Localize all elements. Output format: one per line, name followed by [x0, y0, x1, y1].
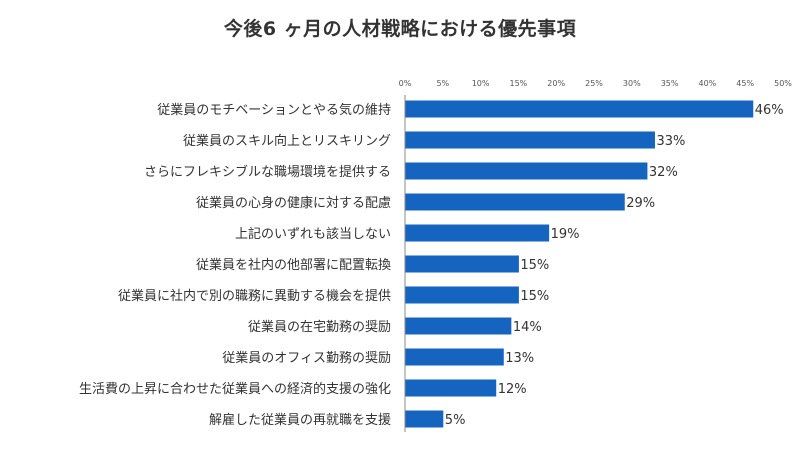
category-label: 従業員を社内の他部署に配置転換 [196, 257, 391, 273]
x-tick-label: 25% [585, 79, 603, 88]
bar [405, 162, 648, 180]
data-label: 29% [626, 196, 655, 211]
category-label: 解雇した従業員の再就職を支援 [209, 412, 391, 428]
category-label: 上記のいずれも該当しない [235, 226, 391, 242]
bar [405, 410, 444, 428]
data-label: 33% [656, 134, 685, 149]
x-tick-label: 40% [699, 79, 717, 88]
data-label: 46% [755, 103, 784, 118]
chart-title: 今後6 ヶ月の人材戦略における優先事項 [223, 18, 577, 40]
data-label: 19% [551, 227, 580, 242]
data-label: 15% [520, 258, 549, 273]
x-tick-label: 15% [510, 79, 528, 88]
data-label: 14% [513, 320, 542, 335]
bar [405, 348, 504, 366]
bar [405, 224, 550, 242]
bar [405, 100, 754, 118]
category-label: 従業員のスキル向上とリスキリング [183, 133, 391, 149]
bar [405, 379, 497, 397]
data-label: 12% [498, 382, 527, 397]
data-label: 13% [505, 351, 534, 366]
bar [405, 131, 655, 149]
x-tick-label: 45% [736, 79, 754, 88]
x-tick-label: 0% [399, 79, 412, 88]
category-label: 従業員に社内で別の職務に異動する機会を提供 [118, 288, 391, 304]
category-label: 従業員のオフィス勤務の奨励 [222, 350, 391, 366]
bar [405, 317, 512, 335]
category-label: 従業員の在宅勤務の奨励 [248, 319, 391, 335]
data-label: 5% [445, 413, 466, 428]
x-tick-label: 50% [774, 79, 792, 88]
bar [405, 193, 625, 211]
bar [405, 255, 519, 273]
data-label: 15% [520, 289, 549, 304]
category-label: さらにフレキシブルな職場環境を提供する [144, 164, 391, 180]
x-tick-label: 35% [661, 79, 679, 88]
x-tick-label: 20% [547, 79, 565, 88]
x-tick-label: 30% [623, 79, 641, 88]
x-tick-label: 10% [472, 79, 490, 88]
category-label: 従業員の心身の健康に対する配慮 [196, 195, 391, 211]
bar [405, 286, 519, 304]
x-tick-label: 5% [436, 79, 449, 88]
category-label: 従業員のモチベーションとやる気の維持 [157, 102, 391, 118]
category-label: 生活費の上昇に合わせた従業員への経済的支援の強化 [79, 381, 391, 397]
data-label: 32% [649, 165, 678, 180]
